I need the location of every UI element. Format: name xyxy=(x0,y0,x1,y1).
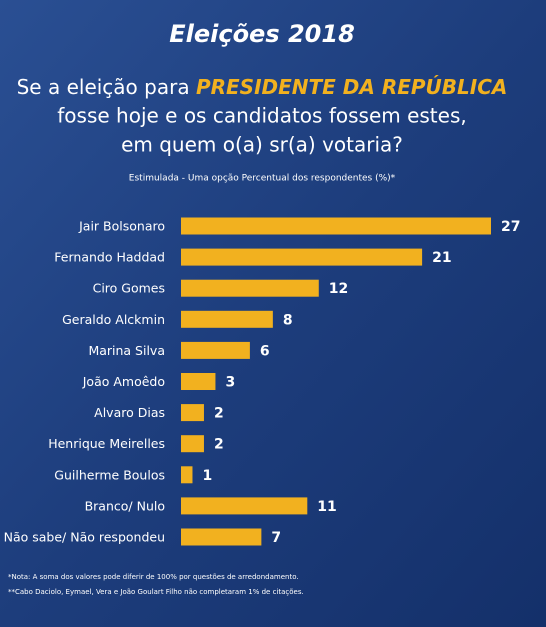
value-label: 1 xyxy=(202,468,212,484)
value-label: 2 xyxy=(214,406,224,422)
category-label: Não sabe/ Não respondeu xyxy=(4,530,165,545)
bar xyxy=(181,373,216,390)
category-label: Guilherme Boulos xyxy=(54,467,165,482)
value-label: 6 xyxy=(260,343,270,359)
bar xyxy=(181,248,423,266)
value-label: 12 xyxy=(329,281,348,297)
category-label: João Amoêdo xyxy=(82,374,165,389)
bar xyxy=(181,279,319,297)
value-label: 11 xyxy=(317,499,336,515)
bar xyxy=(181,217,491,235)
category-label: Alvaro Dias xyxy=(94,405,165,420)
bar xyxy=(181,435,204,453)
category-label: Branco/ Nulo xyxy=(85,498,165,513)
bar xyxy=(181,341,250,359)
category-label: Ciro Gomes xyxy=(93,281,165,296)
bar xyxy=(181,310,273,328)
note: *Nota: A soma dos valores pode diferir d… xyxy=(8,573,299,581)
value-label: 27 xyxy=(501,219,520,235)
value-label: 3 xyxy=(225,375,235,391)
subtitle-part: Se a eleição para xyxy=(17,75,190,99)
category-label: Jair Bolsonaro xyxy=(78,219,165,234)
subtitle: Se a eleição para PRESIDENTE DA REPÚBLIC… xyxy=(17,75,508,99)
bar xyxy=(181,497,308,515)
subtitle: fosse hoje e os candidatos fossem estes, xyxy=(57,104,466,128)
chart-title: Eleições 2018 xyxy=(169,20,355,48)
bar xyxy=(181,528,262,546)
category-label: Fernando Haddad xyxy=(54,250,165,265)
caption: Estimulada - Uma opção Percentual dos re… xyxy=(129,174,396,184)
bar xyxy=(181,466,193,484)
value-label: 8 xyxy=(283,312,293,328)
category-label: Henrique Meirelles xyxy=(48,436,165,451)
subtitle-highlight: PRESIDENTE DA REPÚBLICA xyxy=(196,75,507,99)
category-label: Geraldo Alckmin xyxy=(62,312,165,327)
value-label: 21 xyxy=(432,250,451,266)
subtitle: em quem o(a) sr(a) votaria? xyxy=(121,133,403,157)
note: **Cabo Daciolo, Eymael, Vera e João Goul… xyxy=(8,588,304,596)
value-label: 2 xyxy=(214,437,224,453)
value-label: 7 xyxy=(271,530,281,546)
category-label: Marina Silva xyxy=(88,343,165,358)
bar xyxy=(181,404,204,422)
